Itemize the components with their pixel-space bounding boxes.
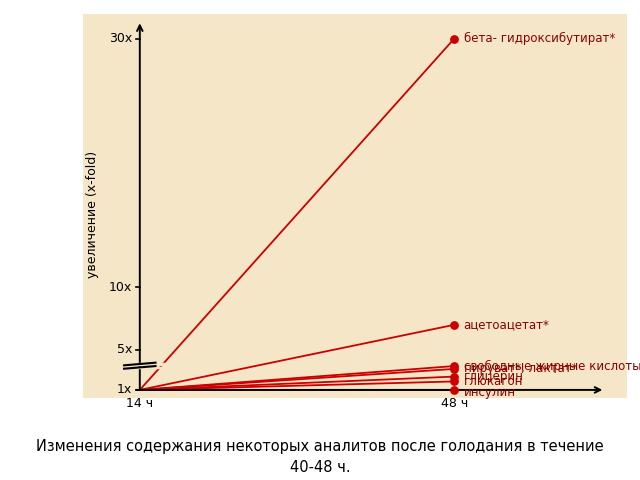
Text: глюкагон: глюкагон	[464, 375, 523, 388]
Text: 5x: 5x	[116, 343, 132, 356]
Point	[449, 35, 460, 42]
Text: 1x: 1x	[116, 384, 132, 396]
Text: 10x: 10x	[109, 281, 132, 294]
Text: 14 ч: 14 ч	[126, 396, 154, 409]
Point	[449, 373, 460, 381]
Text: свободные жирные кислоты: свободные жирные кислоты	[464, 360, 640, 372]
Text: 30x: 30x	[109, 32, 132, 45]
Point	[449, 386, 460, 394]
Text: пируват*, лактат*: пируват*, лактат*	[464, 362, 577, 375]
Text: 40-48 ч.: 40-48 ч.	[290, 460, 350, 475]
Point	[449, 362, 460, 370]
Point	[449, 321, 460, 329]
Text: ацетоацетат*: ацетоацетат*	[464, 318, 550, 331]
Text: Изменения содержания некоторых аналитов после голодания в течение: Изменения содержания некоторых аналитов …	[36, 439, 604, 454]
Text: увеличение (x-fold): увеличение (x-fold)	[86, 151, 99, 278]
Text: 48 ч: 48 ч	[440, 396, 468, 409]
Text: инсулин: инсулин	[464, 386, 516, 399]
Point	[449, 378, 460, 385]
Text: бета- гидроксибутират*: бета- гидроксибутират*	[464, 32, 615, 45]
Text: глицерин: глицерин	[464, 370, 524, 383]
Point	[449, 365, 460, 373]
